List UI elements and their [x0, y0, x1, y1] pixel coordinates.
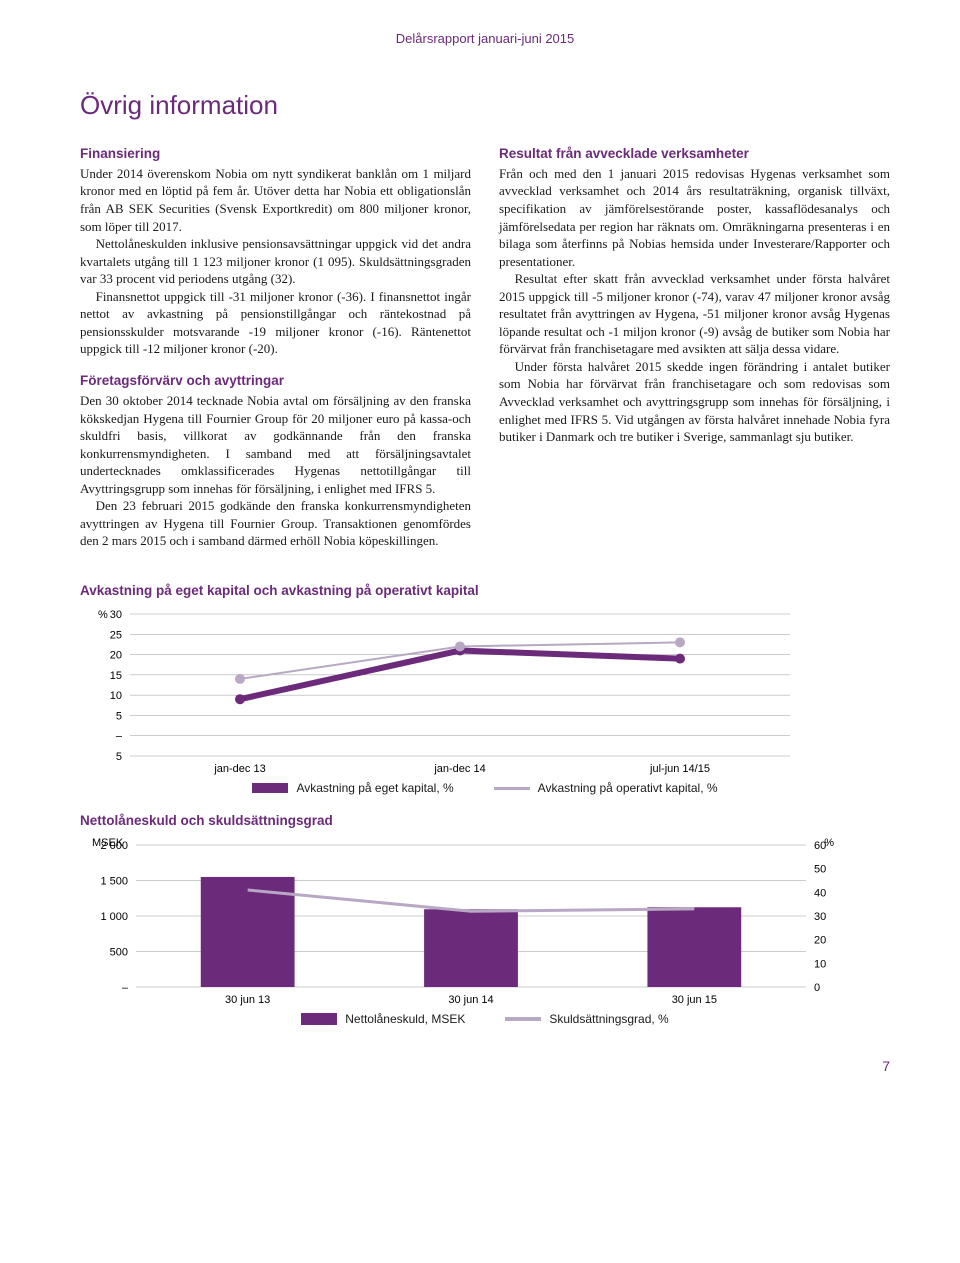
- svg-text:10: 10: [110, 690, 122, 702]
- chart2-legend: Nettolåneskuld, MSEK Skuldsättningsgrad,…: [80, 1011, 890, 1027]
- svg-text:5: 5: [116, 751, 122, 763]
- financing-heading: Finansiering: [80, 145, 471, 163]
- chart2-legend-item-2: Skuldsättningsgrad, %: [505, 1011, 668, 1027]
- left-column: Finansiering Under 2014 överenskom Nobia…: [80, 145, 471, 564]
- svg-text:–: –: [116, 731, 123, 743]
- svg-text:jul-jun 14/15: jul-jun 14/15: [649, 763, 710, 775]
- svg-text:60: 60: [814, 840, 826, 852]
- svg-text:1 000: 1 000: [100, 911, 128, 923]
- right-column: Resultat från avvecklade verksamheter Fr…: [499, 145, 890, 564]
- debt-chart: MSEK%–5001 0001 5002 000010203040506030 …: [80, 837, 850, 1007]
- chart1-wrap: % 5 – 5 10 15 20 25 30 jan-dec 13 jan-dec 14 jul-ju…: [80, 606, 890, 796]
- discontinued-p2: Resultat efter skatt från avvecklad verk…: [499, 270, 890, 358]
- legend-swatch-icon: [301, 1013, 337, 1025]
- discontinued-p3: Under första halvåret 2015 skedde ingen …: [499, 358, 890, 446]
- svg-text:30 jun 15: 30 jun 15: [672, 994, 717, 1006]
- legend-swatch-icon: [494, 787, 530, 790]
- svg-text:40: 40: [814, 887, 826, 899]
- svg-text:20: 20: [110, 650, 122, 662]
- chart1-legend-item-2: Avkastning på operativt kapital, %: [494, 780, 718, 796]
- svg-text:30: 30: [814, 911, 826, 923]
- chart1-legend-label-1: Avkastning på eget kapital, %: [296, 780, 453, 796]
- text-columns: Finansiering Under 2014 överenskom Nobia…: [80, 145, 890, 564]
- financing-p3: Finansnettot uppgick till -31 miljoner k…: [80, 288, 471, 358]
- svg-text:30 jun 14: 30 jun 14: [448, 994, 493, 1006]
- svg-text:5: 5: [116, 711, 122, 723]
- return-chart: % 5 – 5 10 15 20 25 30 jan-dec 13 jan-dec 14 jul-ju…: [80, 606, 800, 776]
- acquisitions-p1: Den 30 oktober 2014 tecknade Nobia avtal…: [80, 392, 471, 497]
- svg-text:50: 50: [814, 863, 826, 875]
- legend-swatch-icon: [252, 783, 288, 793]
- chart2-wrap: MSEK%–5001 0001 5002 000010203040506030 …: [80, 837, 890, 1027]
- financing-p2: Nettolåneskulden inklusive pensionsavsät…: [80, 235, 471, 288]
- svg-text:%: %: [98, 609, 108, 621]
- svg-text:0: 0: [814, 982, 820, 994]
- legend-swatch-icon: [505, 1017, 541, 1021]
- chart1-legend-label-2: Avkastning på operativt kapital, %: [538, 780, 718, 796]
- discontinued-heading: Resultat från avvecklade verksamheter: [499, 145, 890, 163]
- chart1-legend-item-1: Avkastning på eget kapital, %: [252, 780, 453, 796]
- svg-text:20: 20: [814, 934, 826, 946]
- chart1-title: Avkastning på eget kapital och avkastnin…: [80, 582, 890, 600]
- discontinued-p1: Från och med den 1 januari 2015 redovisa…: [499, 165, 890, 270]
- svg-text:–: –: [122, 982, 129, 994]
- chart2-legend-item-1: Nettolåneskuld, MSEK: [301, 1011, 465, 1027]
- chart2-legend-label-2: Skuldsättningsgrad, %: [549, 1011, 668, 1027]
- svg-text:25: 25: [110, 630, 122, 642]
- financing-p1: Under 2014 överenskom Nobia om nytt synd…: [80, 165, 471, 235]
- acquisitions-p2: Den 23 februari 2015 godkände den fransk…: [80, 497, 471, 550]
- chart2-title: Nettolåneskuld och skuldsättningsgrad: [80, 812, 890, 830]
- svg-text:2 000: 2 000: [100, 840, 128, 852]
- page-number: 7: [80, 1057, 890, 1076]
- svg-text:jan-dec 13: jan-dec 13: [213, 763, 265, 775]
- report-header: Delårsrapport januari-juni 2015: [80, 30, 890, 48]
- chart1-legend: Avkastning på eget kapital, % Avkastning…: [80, 780, 890, 796]
- svg-text:30: 30: [110, 609, 122, 621]
- svg-text:jan-dec 14: jan-dec 14: [433, 763, 485, 775]
- svg-text:15: 15: [110, 670, 122, 682]
- svg-text:10: 10: [814, 958, 826, 970]
- acquisitions-heading: Företagsförvärv och avyttringar: [80, 372, 471, 390]
- chart2-legend-label-1: Nettolåneskuld, MSEK: [345, 1011, 465, 1027]
- svg-text:500: 500: [110, 946, 128, 958]
- page-title: Övrig information: [80, 88, 890, 123]
- svg-text:30 jun 13: 30 jun 13: [225, 994, 270, 1006]
- svg-text:1 500: 1 500: [100, 875, 128, 887]
